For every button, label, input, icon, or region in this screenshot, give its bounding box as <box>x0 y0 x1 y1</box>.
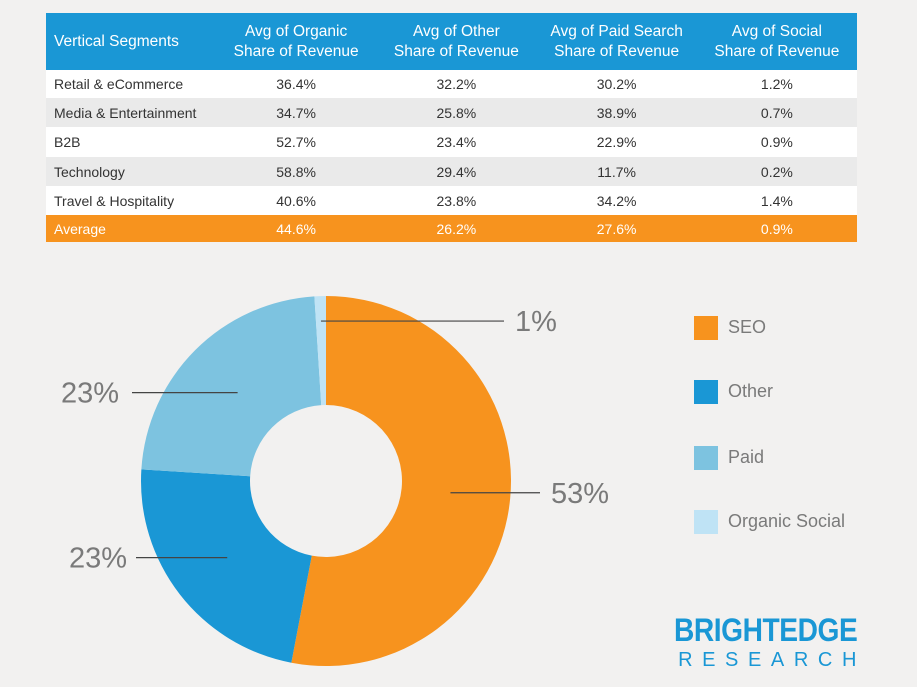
social-cell: 0.9% <box>696 127 857 157</box>
legend-label-other: Other <box>728 381 774 401</box>
other-cell: 29.4% <box>376 157 537 186</box>
paid-cell: 30.2% <box>536 70 697 98</box>
social-cell: 1.4% <box>696 186 857 215</box>
segment-cell: Travel & Hospitality <box>46 186 216 215</box>
data-label-other: 23% <box>69 543 127 575</box>
paid-cell: 34.2% <box>536 186 697 215</box>
slice-organic-social <box>314 296 326 406</box>
slice-other <box>140 469 312 663</box>
average-paid: 27.6% <box>536 215 697 242</box>
revenue-share-table: Vertical Segments Avg of Organic Share o… <box>46 13 857 242</box>
data-label-organic-social: 1% <box>515 306 557 338</box>
segment-cell: Technology <box>46 157 216 186</box>
legend-label-organic-social: Organic Social <box>728 511 846 531</box>
header-organic: Avg of Organic Share of Revenue <box>216 13 377 70</box>
table-row: Retail & eCommerce 36.4% 32.2% 30.2% 1.2… <box>46 70 857 98</box>
organic-cell: 34.7% <box>216 98 377 127</box>
logo-subtitle: RESEARCH <box>678 649 866 671</box>
legend-swatch-paid <box>694 446 718 470</box>
header-other: Avg of Other Share of Revenue <box>376 13 537 70</box>
table-row: B2B 52.7% 23.4% 22.9% 0.9% <box>46 127 857 157</box>
data-label-seo: 53% <box>551 478 609 510</box>
average-label: Average <box>46 215 216 242</box>
social-cell: 0.7% <box>696 98 857 127</box>
table-row: Media & Entertainment 34.7% 25.8% 38.9% … <box>46 98 857 127</box>
other-cell: 25.8% <box>376 98 537 127</box>
legend-swatch-seo <box>694 316 718 340</box>
legend-label-seo: SEO <box>728 317 767 337</box>
organic-cell: 40.6% <box>216 186 377 215</box>
other-cell: 23.8% <box>376 186 537 215</box>
logo-wordmark: BRIGHTEDGE <box>673 612 858 648</box>
data-label-paid: 23% <box>61 378 119 410</box>
header-paid-search: Avg of Paid Search Share of Revenue <box>536 13 697 70</box>
brightedge-research-logo: BRIGHTEDGE RESEARCH <box>649 612 858 672</box>
organic-cell: 52.7% <box>216 127 377 157</box>
legend-swatch-other <box>694 380 718 404</box>
slice-paid <box>141 296 322 477</box>
average-organic: 44.6% <box>216 215 377 242</box>
table-row: Technology 58.8% 29.4% 11.7% 0.2% <box>46 157 857 186</box>
legend-label-paid: Paid <box>728 447 765 467</box>
organic-cell: 36.4% <box>216 70 377 98</box>
organic-cell: 58.8% <box>216 157 377 186</box>
social-cell: 1.2% <box>696 70 857 98</box>
other-cell: 23.4% <box>376 127 537 157</box>
paid-cell: 11.7% <box>536 157 697 186</box>
segment-cell: B2B <box>46 127 216 157</box>
other-cell: 32.2% <box>376 70 537 98</box>
paid-cell: 22.9% <box>536 127 697 157</box>
paid-cell: 38.9% <box>536 98 697 127</box>
table-header-row: Vertical Segments Avg of Organic Share o… <box>46 13 857 70</box>
slice-seo <box>291 296 511 666</box>
average-social: 0.9% <box>696 215 857 242</box>
donut-chart: 53% 23% 23% 1% <box>61 296 609 666</box>
legend-swatch-organic-social <box>694 510 718 534</box>
header-vertical-segments: Vertical Segments <box>46 13 216 70</box>
header-social: Avg of Social Share of Revenue <box>696 13 857 70</box>
segment-cell: Media & Entertainment <box>46 98 216 127</box>
segment-cell: Retail & eCommerce <box>46 70 216 98</box>
average-other: 26.2% <box>376 215 537 242</box>
average-row: Average 44.6% 26.2% 27.6% 0.9% <box>46 215 857 242</box>
social-cell: 0.2% <box>696 157 857 186</box>
table-row: Travel & Hospitality 40.6% 23.8% 34.2% 1… <box>46 186 857 215</box>
